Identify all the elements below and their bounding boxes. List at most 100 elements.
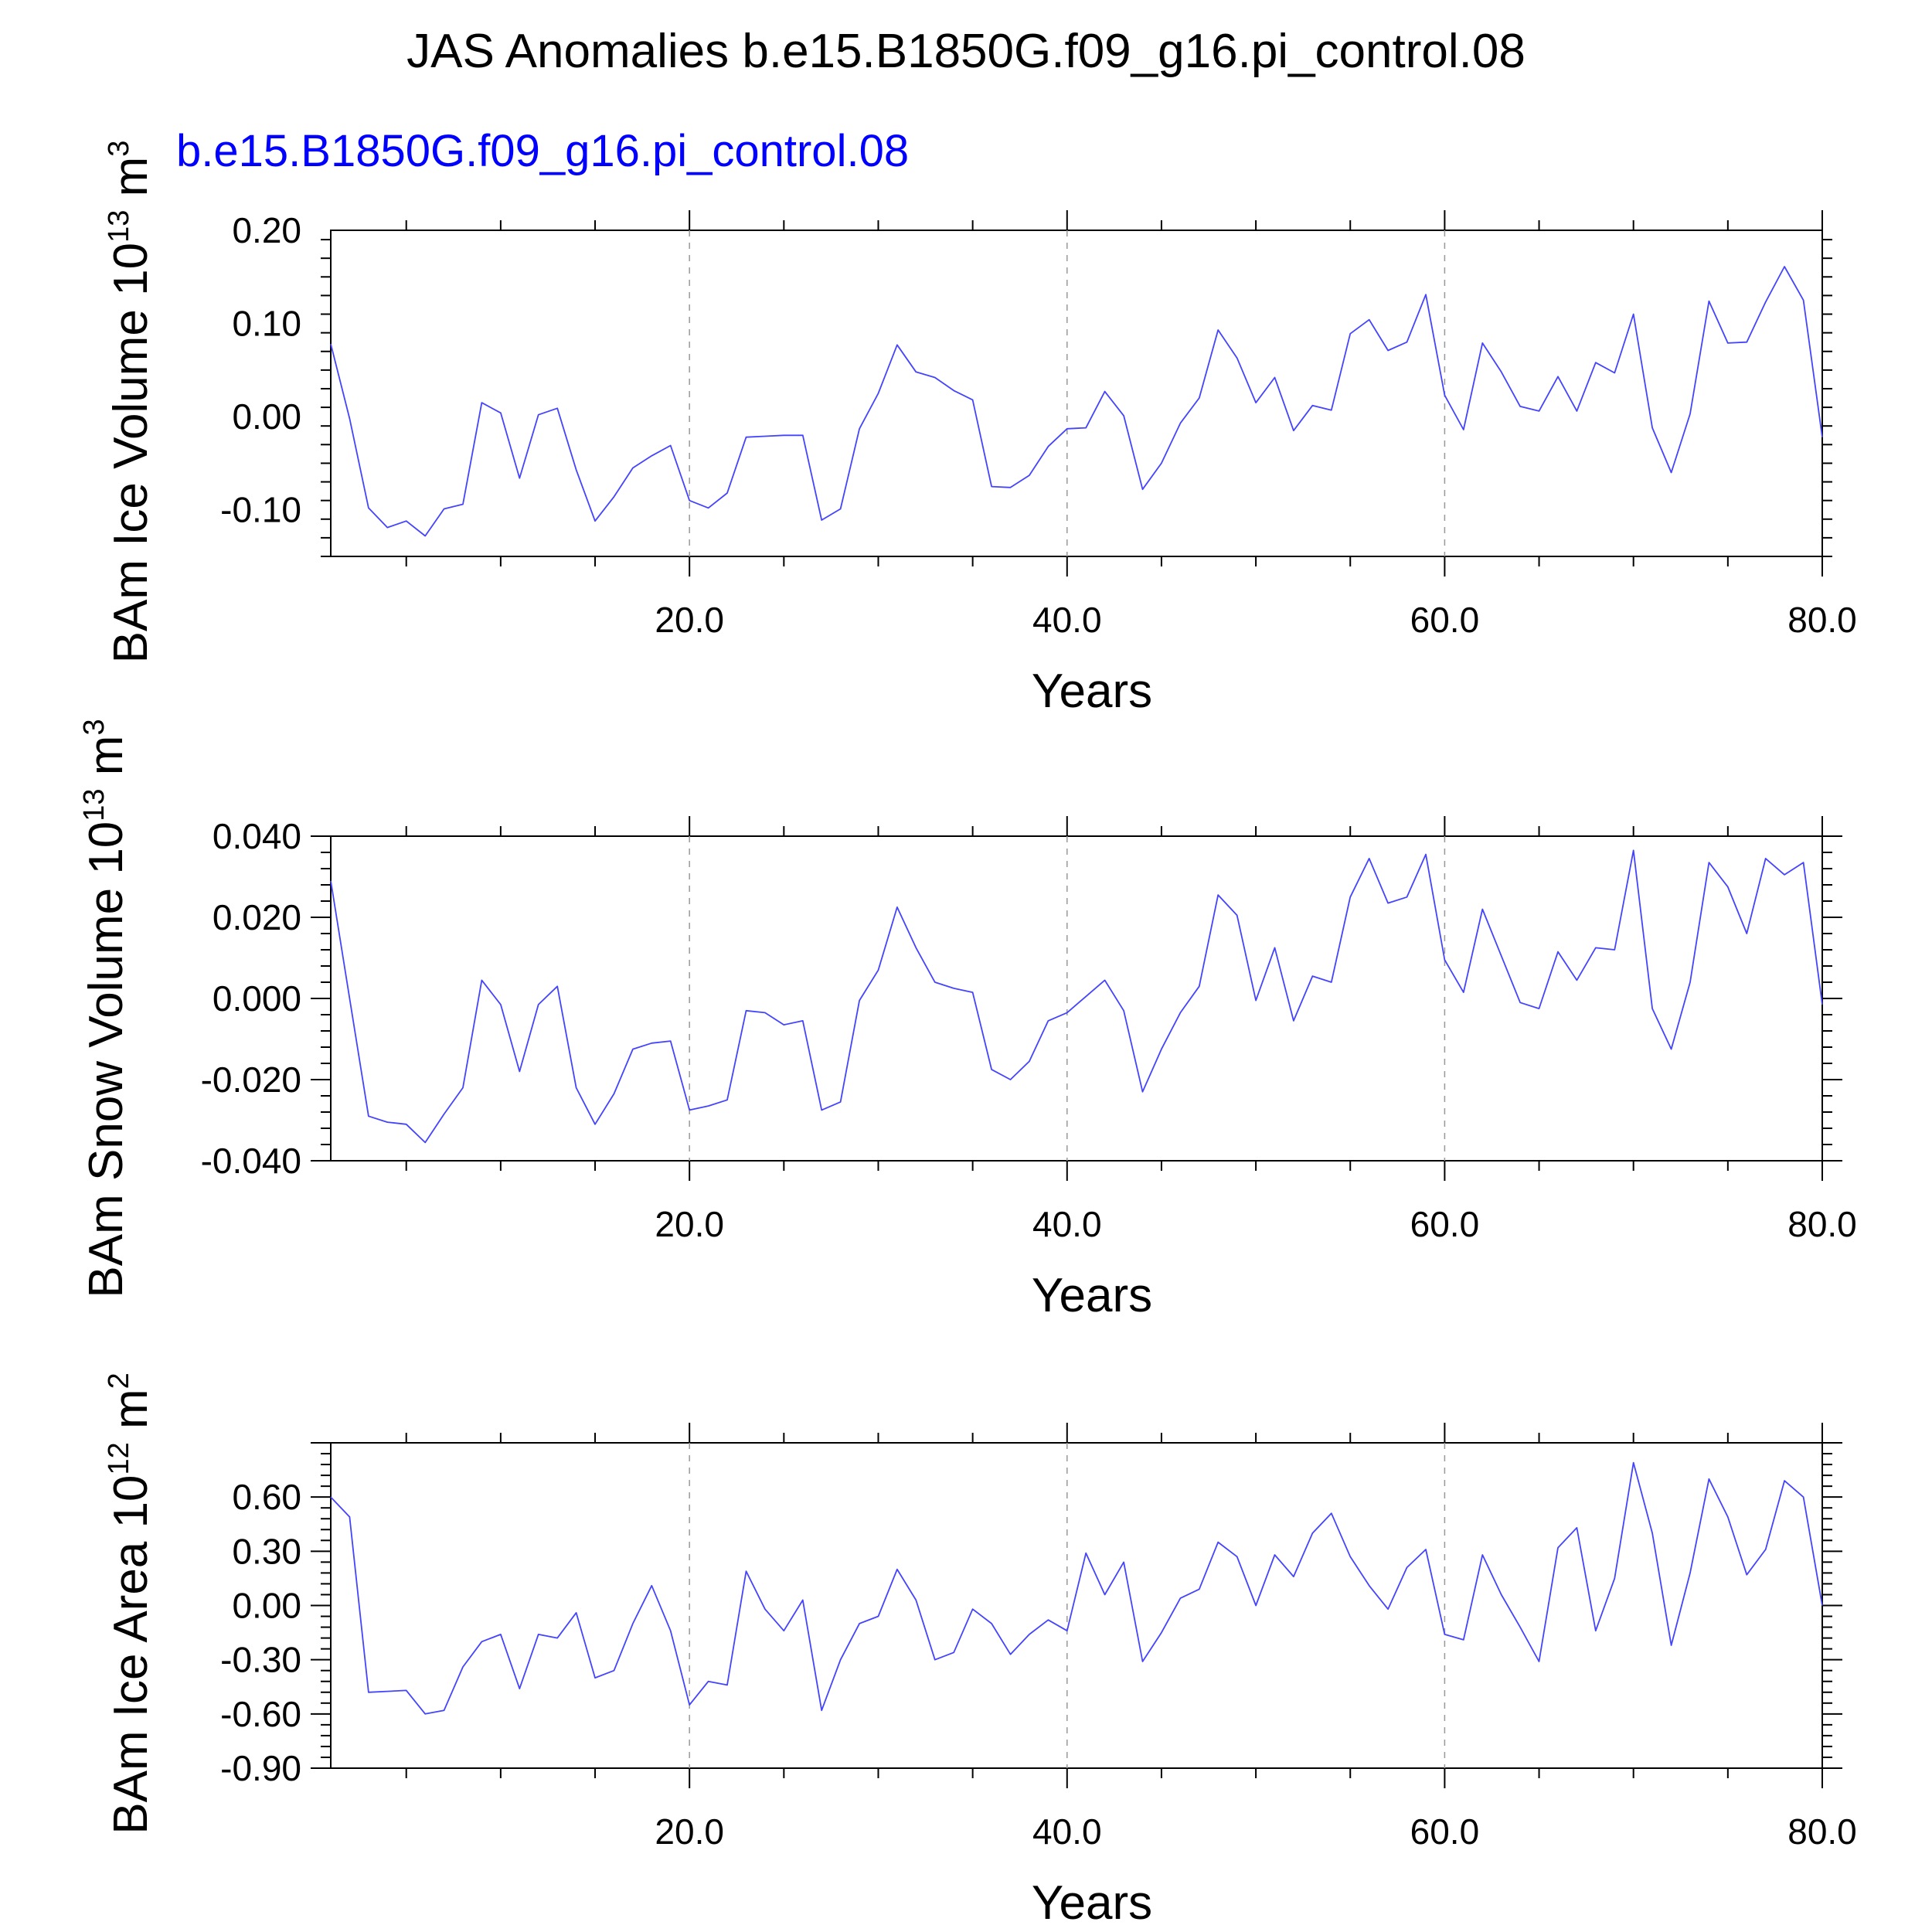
data-point [1254,401,1257,404]
data-point [1104,390,1107,393]
data-point [1689,1571,1692,1574]
data-point [1594,361,1597,364]
data-point [1198,396,1201,400]
data-point [499,411,502,414]
y-tick-label: -0.10 [220,490,301,530]
data-point [1368,857,1371,860]
data-point [990,1068,993,1071]
data-point [858,1622,861,1625]
data-point [1122,1560,1125,1563]
data-point [1783,265,1786,268]
data-point [1122,1009,1125,1012]
data-point [1613,1577,1616,1580]
y-tick-label: -0.020 [201,1060,301,1100]
data-point [1028,1633,1031,1636]
data-point [1406,341,1409,344]
x-axis-label: Years [1032,1876,1152,1930]
data-point [1216,1541,1219,1544]
y-tick-label: 0.20 [232,210,301,250]
data-point [858,999,861,1002]
data-point [1349,1555,1352,1558]
data-point [405,1689,408,1692]
data-point [1745,1573,1748,1577]
data-point [1160,461,1163,464]
y-axis-label-superscript: 2 [103,1372,135,1389]
data-point [1613,948,1616,951]
data-point [839,1658,842,1662]
data-point [650,454,653,457]
data-point [1707,1478,1710,1481]
data-point [1141,1090,1145,1094]
data-point [782,1629,785,1632]
data-point [461,1665,464,1668]
data-point [669,1039,672,1043]
y-tick-label: 0.60 [232,1477,301,1517]
data-point [1500,370,1503,373]
data-point [1424,1548,1427,1551]
data-point [1500,954,1503,957]
data-point [896,906,899,909]
data-point [1519,405,1522,408]
data-point [839,1100,842,1104]
data-point [480,978,483,981]
y-axis-label-superscript: 3 [78,719,111,735]
data-point [348,417,351,420]
data-point [1821,436,1824,439]
data-point [1670,471,1673,474]
data-point [1330,1512,1333,1515]
data-point [1651,1007,1654,1010]
y-tick-label: 0.00 [232,1586,301,1626]
data-point [480,401,483,404]
data-point [1689,413,1692,416]
data-point [612,1669,615,1672]
data-point [443,1113,446,1116]
data-point [1726,342,1730,345]
data-point [594,519,597,522]
data-point [1066,1629,1069,1632]
data-point [1651,427,1654,430]
data-point [1783,873,1786,876]
data-point [782,1023,785,1026]
data-point [423,534,427,537]
plot-frame [330,230,1823,557]
data-point [1179,1011,1182,1014]
data-point [1084,995,1087,998]
data-point [1802,861,1805,864]
data-point [1764,301,1767,304]
data-point [1556,951,1560,954]
y-tick-label: -0.90 [220,1748,301,1788]
data-point [386,1690,389,1693]
data-point [1821,1003,1824,1006]
data-point [443,1709,446,1712]
data-point [1821,1604,1824,1607]
data-point [348,1515,351,1519]
data-point [1632,313,1635,316]
y-axis-label: BAm Ice Volume 1013 m3 [103,141,158,664]
data-point [1386,902,1389,905]
data-point [1330,409,1333,412]
y-tick-label: -0.30 [220,1640,301,1680]
data-point [801,434,804,437]
x-tick-label: 40.0 [1032,600,1102,640]
data-point [1386,349,1389,352]
y-axis-label-part: m [104,1389,158,1442]
data-point [499,1633,502,1636]
y-tick-label: 0.30 [232,1531,301,1571]
data-point [518,1070,521,1073]
data-point [1179,1597,1182,1600]
data-point [1575,410,1578,413]
data-point [707,1680,710,1683]
y-axis-label-superscript: 12 [103,1442,135,1475]
data-point [1651,1532,1654,1535]
data-point [329,879,332,883]
y-tick-label: -0.040 [201,1141,301,1181]
data-point [801,1019,804,1022]
x-tick-label: 80.0 [1787,1204,1857,1244]
data-point [594,1123,597,1126]
data-point [1406,896,1409,899]
data-point [744,1570,747,1573]
data-point [1745,341,1748,344]
y-axis-label-part: BAm Ice Area 10 [104,1475,158,1835]
data-point [1556,375,1560,378]
